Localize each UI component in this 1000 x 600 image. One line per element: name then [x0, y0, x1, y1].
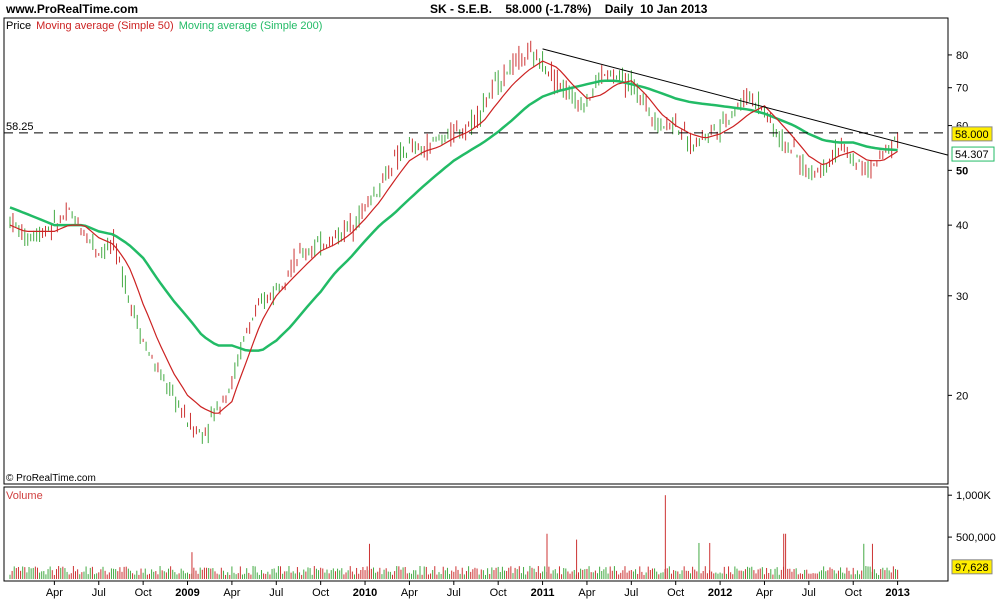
- legend-ma50: Moving average (Simple 50): [36, 20, 174, 32]
- x-tick-label-6: Oct: [312, 587, 329, 599]
- vol-y-tick-label-1: 500,000: [956, 532, 996, 544]
- last-volume-label: 97,628: [955, 562, 989, 574]
- trendline: [542, 48, 949, 156]
- x-tick-label-17: Jul: [802, 587, 816, 599]
- x-tick-label-2: Oct: [135, 587, 152, 599]
- x-tick-label-15: 2012: [708, 587, 732, 599]
- ma200-badge: [951, 146, 995, 162]
- last-volume-badge: [951, 559, 993, 575]
- y-tick-label-6: 20: [956, 390, 968, 402]
- last-price-label: 58.000: [955, 129, 989, 141]
- site-name[interactable]: www.ProRealTime.com: [6, 2, 139, 16]
- ma50-line: [9, 60, 898, 414]
- y-tick-label-1: 70: [956, 83, 968, 95]
- x-tick-label-8: Apr: [401, 587, 418, 599]
- last-price-badge: [951, 126, 993, 142]
- price-panel-frame: [3, 17, 949, 485]
- legend-ma200: Moving average (Simple 200): [178, 20, 323, 32]
- chart-header: www.ProRealTime.com SK - S.E.B. 58.000 (…: [0, 0, 1000, 18]
- legend-price: Price: [6, 20, 32, 32]
- ma200-line: [9, 79, 898, 352]
- x-tick-label-11: 2011: [531, 587, 555, 599]
- x-tick-label-19: 2013: [885, 587, 909, 599]
- x-tick-label-10: Oct: [490, 587, 507, 599]
- reference-level-label: 58.25: [6, 121, 34, 133]
- x-tick-label-14: Oct: [667, 587, 684, 599]
- ma200-value-label: 54.307: [955, 149, 989, 161]
- y-tick-label-0: 80: [956, 50, 968, 62]
- x-tick-label-12: Apr: [578, 587, 595, 599]
- y-tick-label-4: 40: [956, 220, 968, 232]
- vol-y-tick-label-0: 1,000K: [956, 490, 992, 502]
- x-tick-label-4: Apr: [223, 587, 240, 599]
- x-tick-label-1: Jul: [92, 587, 106, 599]
- x-tick-label-9: Jul: [447, 587, 461, 599]
- y-tick-label-5: 30: [956, 291, 968, 303]
- x-tick-label-0: Apr: [46, 587, 63, 599]
- copyright: © ProRealTime.com: [6, 473, 96, 484]
- x-tick-label-16: Apr: [756, 587, 773, 599]
- y-tick-label-3: 50: [956, 165, 968, 177]
- x-tick-label-5: Jul: [269, 587, 283, 599]
- chart-title: SK - S.E.B. 58.000 (-1.78%) Daily 10 Jan…: [430, 2, 708, 16]
- x-tick-label-7: 2010: [353, 587, 377, 599]
- volume-legend: Volume: [6, 490, 43, 502]
- x-tick-label-18: Oct: [845, 587, 862, 599]
- x-tick-label-3: 2009: [175, 587, 199, 599]
- price-legend: Price Moving average (Simple 50) Moving …: [6, 20, 324, 32]
- volume-panel-frame: [3, 486, 949, 582]
- x-tick-label-13: Jul: [624, 587, 638, 599]
